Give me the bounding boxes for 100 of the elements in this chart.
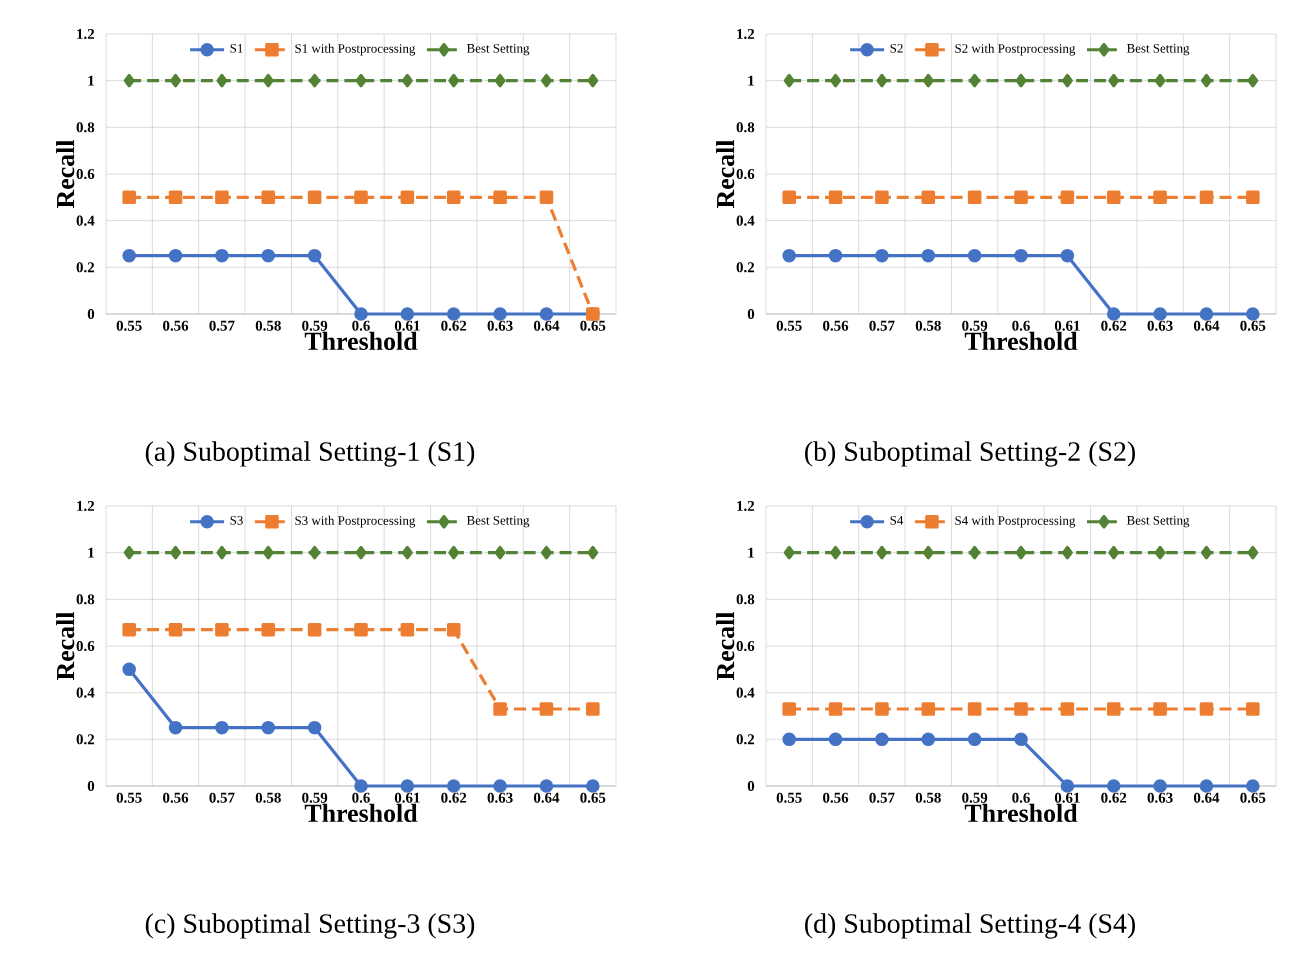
point (1246, 779, 1260, 793)
text: (a) Suboptimal Setting-1 (S1) (145, 441, 475, 467)
point (876, 73, 888, 88)
point (1153, 779, 1167, 793)
point (782, 190, 796, 205)
point (493, 702, 507, 716)
point (828, 190, 843, 205)
point (587, 545, 599, 560)
point (355, 73, 367, 88)
point (876, 545, 888, 560)
point (1061, 545, 1073, 560)
point (1014, 702, 1028, 716)
point (122, 190, 136, 205)
point (967, 190, 982, 205)
point (921, 702, 936, 716)
point (1060, 779, 1075, 793)
point (400, 622, 415, 637)
point (168, 190, 183, 205)
point (540, 545, 552, 560)
text: (d) Suboptimal Setting-4 (S4) (805, 913, 1135, 939)
x-axis-title: Threshold (964, 331, 1078, 351)
point (123, 73, 135, 88)
point (782, 702, 796, 716)
point (215, 720, 229, 735)
point (1060, 190, 1075, 205)
point (830, 73, 842, 88)
point (539, 702, 554, 716)
point (1154, 73, 1166, 88)
x-axis-title: Threshold (304, 803, 418, 823)
text: (c) Suboptimal Setting-3 (S3) (145, 913, 475, 939)
point (1014, 732, 1028, 747)
point (446, 779, 461, 793)
point (539, 307, 554, 321)
point (1014, 248, 1028, 263)
point (446, 622, 461, 637)
point (354, 190, 368, 205)
point (215, 190, 229, 205)
point (494, 73, 506, 88)
point (967, 732, 982, 747)
point (122, 248, 136, 263)
point (783, 73, 795, 88)
point (354, 779, 368, 793)
text: (b) Suboptimal Setting-2 (S2) (805, 441, 1135, 467)
point (922, 545, 934, 560)
y-axis-title: Recall (716, 139, 735, 209)
point (875, 190, 889, 205)
point (540, 73, 552, 88)
point (828, 702, 843, 716)
point (1153, 307, 1167, 321)
point (400, 779, 415, 793)
point (1015, 545, 1027, 560)
point (307, 248, 322, 263)
point (875, 248, 889, 263)
y-axis-title: Recall (56, 139, 75, 209)
point (828, 248, 843, 263)
point (1199, 190, 1214, 205)
point (828, 732, 843, 747)
point (539, 779, 554, 793)
point (1246, 307, 1260, 321)
point (446, 307, 461, 321)
point (493, 190, 507, 205)
point (216, 73, 228, 88)
point (875, 702, 889, 716)
y-axis-title: Recall (716, 611, 735, 681)
x-axis-title: Threshold (304, 331, 418, 351)
point (921, 732, 936, 747)
point (1246, 190, 1260, 205)
point (830, 545, 842, 560)
point (307, 720, 322, 735)
point (1106, 307, 1121, 321)
point (493, 779, 507, 793)
point (168, 720, 183, 735)
point (1061, 73, 1073, 88)
point (1106, 702, 1121, 716)
point (400, 307, 415, 321)
point (1153, 190, 1167, 205)
point (586, 779, 600, 793)
point (1060, 248, 1075, 263)
point (261, 190, 276, 205)
point (309, 545, 321, 560)
point (1246, 702, 1260, 716)
point (122, 622, 136, 637)
point (261, 248, 276, 263)
point (309, 73, 321, 88)
point (921, 190, 936, 205)
point (967, 702, 982, 716)
point (307, 622, 322, 637)
point (782, 732, 796, 747)
point (539, 190, 554, 205)
point (215, 248, 229, 263)
point (1060, 702, 1075, 716)
point (969, 545, 981, 560)
point (170, 73, 182, 88)
point (262, 73, 274, 88)
point (448, 545, 460, 560)
point (170, 545, 182, 560)
point (1247, 73, 1259, 88)
point (1200, 73, 1212, 88)
point (1199, 702, 1214, 716)
point (448, 73, 460, 88)
